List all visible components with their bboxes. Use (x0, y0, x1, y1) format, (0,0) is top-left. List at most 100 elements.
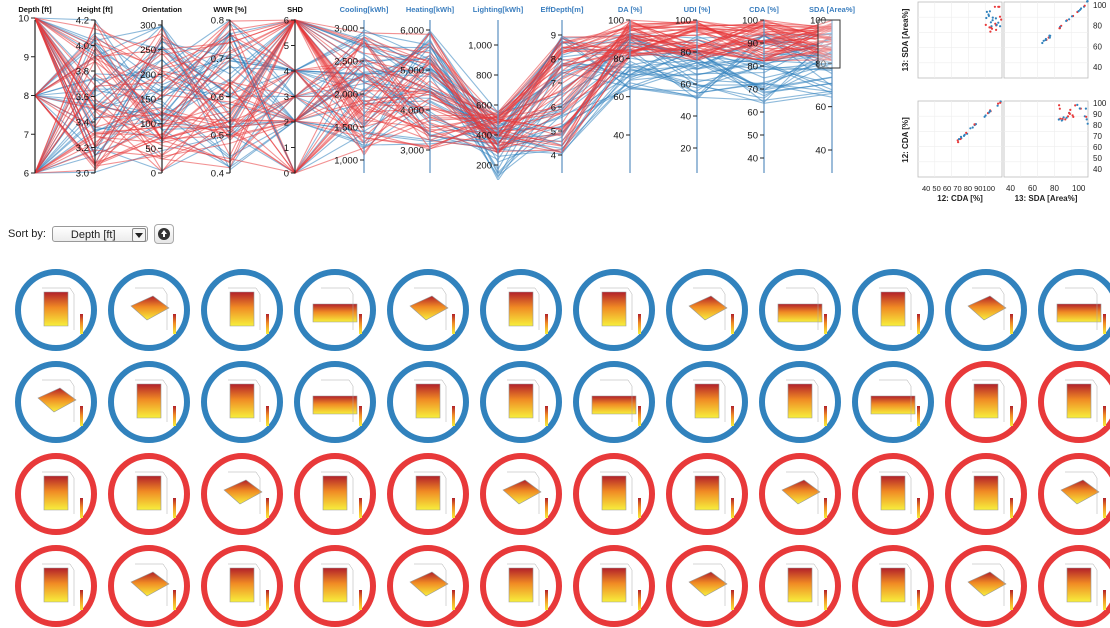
design-thumbnail[interactable] (1037, 544, 1110, 628)
design-thumbnail[interactable] (479, 360, 563, 444)
pcp-axis[interactable]: Heating[kWh] 6,000 5,000 4,000 3,000 (400, 5, 455, 173)
scatter-point (998, 15, 1002, 18)
axis-brush[interactable] (817, 19, 841, 69)
axis-label: Heating[kWh] (406, 5, 455, 14)
design-thumbnail[interactable] (293, 360, 377, 444)
axis-label: UDI [%] (684, 5, 711, 14)
room-wireframe (321, 471, 354, 514)
color-scale-bar (545, 498, 548, 518)
design-thumbnail[interactable] (572, 268, 656, 352)
design-thumbnail[interactable] (758, 360, 842, 444)
design-thumbnail[interactable] (944, 544, 1028, 628)
color-scale-bar (638, 498, 641, 518)
design-thumbnail[interactable] (479, 452, 563, 536)
color-scale-bar (80, 590, 83, 610)
design-thumbnail[interactable] (1037, 452, 1110, 536)
design-thumbnail[interactable] (944, 268, 1028, 352)
room-wireframe (135, 563, 168, 606)
axis-label: EffDepth[m] (541, 5, 584, 14)
axis-tick-label: 10 (18, 14, 29, 25)
design-thumbnail[interactable] (200, 452, 284, 536)
color-scale-bar (545, 590, 548, 610)
design-thumbnail[interactable] (758, 544, 842, 628)
pcp-axis[interactable]: Depth [ft]10 9 8 7 6 (18, 5, 52, 180)
design-thumbnail[interactable] (386, 268, 470, 352)
room-illuminance-floor (130, 571, 170, 597)
room-wireframe (786, 471, 819, 514)
column-label: 13: SDA [Area%] (1015, 194, 1078, 203)
pcp-axis[interactable]: DA [%] 100 80 60 40 (608, 5, 643, 173)
design-thumbnail[interactable] (200, 360, 284, 444)
pcp-axis[interactable]: Lighting[kWh] 1,000 800 600 400 200 (468, 5, 524, 173)
design-thumbnail[interactable] (665, 268, 749, 352)
room-wireframe (786, 379, 819, 422)
scatter-point (1048, 36, 1051, 39)
design-thumbnail[interactable] (1037, 360, 1110, 444)
design-thumbnail[interactable] (572, 452, 656, 536)
scatter-point (1065, 19, 1068, 22)
design-thumbnail[interactable] (293, 268, 377, 352)
room-illuminance-floor (136, 383, 162, 419)
design-thumbnail[interactable] (851, 452, 935, 536)
axis-tick-label: 6,000 (400, 26, 424, 37)
design-thumbnail[interactable] (200, 268, 284, 352)
pcp-axis[interactable]: SHD 6 5 4 3 2 1 0 (284, 5, 304, 180)
sort-by-select[interactable]: Depth [ft] (51, 226, 148, 242)
scatter-cell (1003, 100, 1089, 178)
pcp-axis[interactable]: UDI [%] 100 80 60 40 20 (675, 5, 711, 173)
design-thumbnail[interactable] (293, 544, 377, 628)
pcp-axis[interactable]: WWR [%] 0.8 0.7 0.6 0.5 0.4 (211, 5, 247, 180)
axis-tick-label: 40 (747, 154, 758, 165)
scatter-point (971, 126, 974, 129)
design-thumbnail[interactable] (572, 360, 656, 444)
design-thumbnail[interactable] (479, 544, 563, 628)
design-thumbnail[interactable] (851, 268, 935, 352)
room-wireframe (228, 471, 261, 514)
axis-tick-label: 1,500 (334, 123, 358, 134)
sort-direction-button[interactable] (153, 224, 174, 244)
design-thumbnail[interactable] (200, 544, 284, 628)
axis-label: Height [ft] (77, 5, 113, 14)
scatter-point (1042, 39, 1045, 42)
design-thumbnail[interactable] (107, 452, 191, 536)
design-thumbnail[interactable] (107, 360, 191, 444)
cell-frame (917, 1, 1003, 79)
design-thumbnail[interactable] (386, 360, 470, 444)
design-thumbnail[interactable] (758, 452, 842, 536)
design-thumbnail[interactable] (665, 544, 749, 628)
design-thumbnail[interactable] (293, 452, 377, 536)
pcp-axis[interactable]: Cooling[kWh] 3,000 2,500 2,000 1,500 1,000 (334, 5, 389, 173)
design-thumbnail[interactable] (386, 452, 470, 536)
scatter-point (997, 21, 1000, 24)
design-thumbnail[interactable] (1037, 268, 1110, 352)
design-thumbnail[interactable] (14, 544, 98, 628)
chevron-down-icon[interactable] (131, 228, 146, 242)
design-thumbnail[interactable] (851, 544, 935, 628)
scatter-point (1058, 107, 1061, 110)
design-thumbnail[interactable] (386, 544, 470, 628)
pcp-axis[interactable]: Height [ft] 4.2 4.0 3.8 3.6 3.4 3.2 3.0 (76, 5, 113, 180)
color-scale-bar (266, 590, 269, 610)
design-thumbnail[interactable] (572, 544, 656, 628)
pcp-axis[interactable]: EffDepth[m] 9 8 7 6 5 4 (541, 5, 584, 173)
design-thumbnail[interactable] (107, 268, 191, 352)
design-thumbnail[interactable] (665, 360, 749, 444)
color-scale-bar (452, 498, 455, 518)
design-thumbnail[interactable] (851, 360, 935, 444)
room-illuminance-floor (229, 291, 255, 327)
design-thumbnail[interactable] (758, 268, 842, 352)
room-illuminance-floor (229, 567, 255, 603)
axis-tick-label: 5 (551, 127, 556, 138)
design-thumbnail[interactable] (14, 452, 98, 536)
design-thumbnail[interactable] (479, 268, 563, 352)
design-thumbnail[interactable] (107, 544, 191, 628)
design-thumbnail[interactable] (944, 360, 1028, 444)
design-thumbnail[interactable] (14, 268, 98, 352)
design-thumbnail[interactable] (944, 452, 1028, 536)
design-thumbnail[interactable] (665, 452, 749, 536)
design-thumbnail[interactable] (14, 360, 98, 444)
pcp-axis[interactable]: Orientation 300 250 200 150 100 50 0 (140, 5, 182, 180)
pcp-axis[interactable]: CDA [%] 100 90 80 70 60 50 40 (742, 5, 779, 173)
axis-tick-label: 200 (140, 70, 156, 81)
